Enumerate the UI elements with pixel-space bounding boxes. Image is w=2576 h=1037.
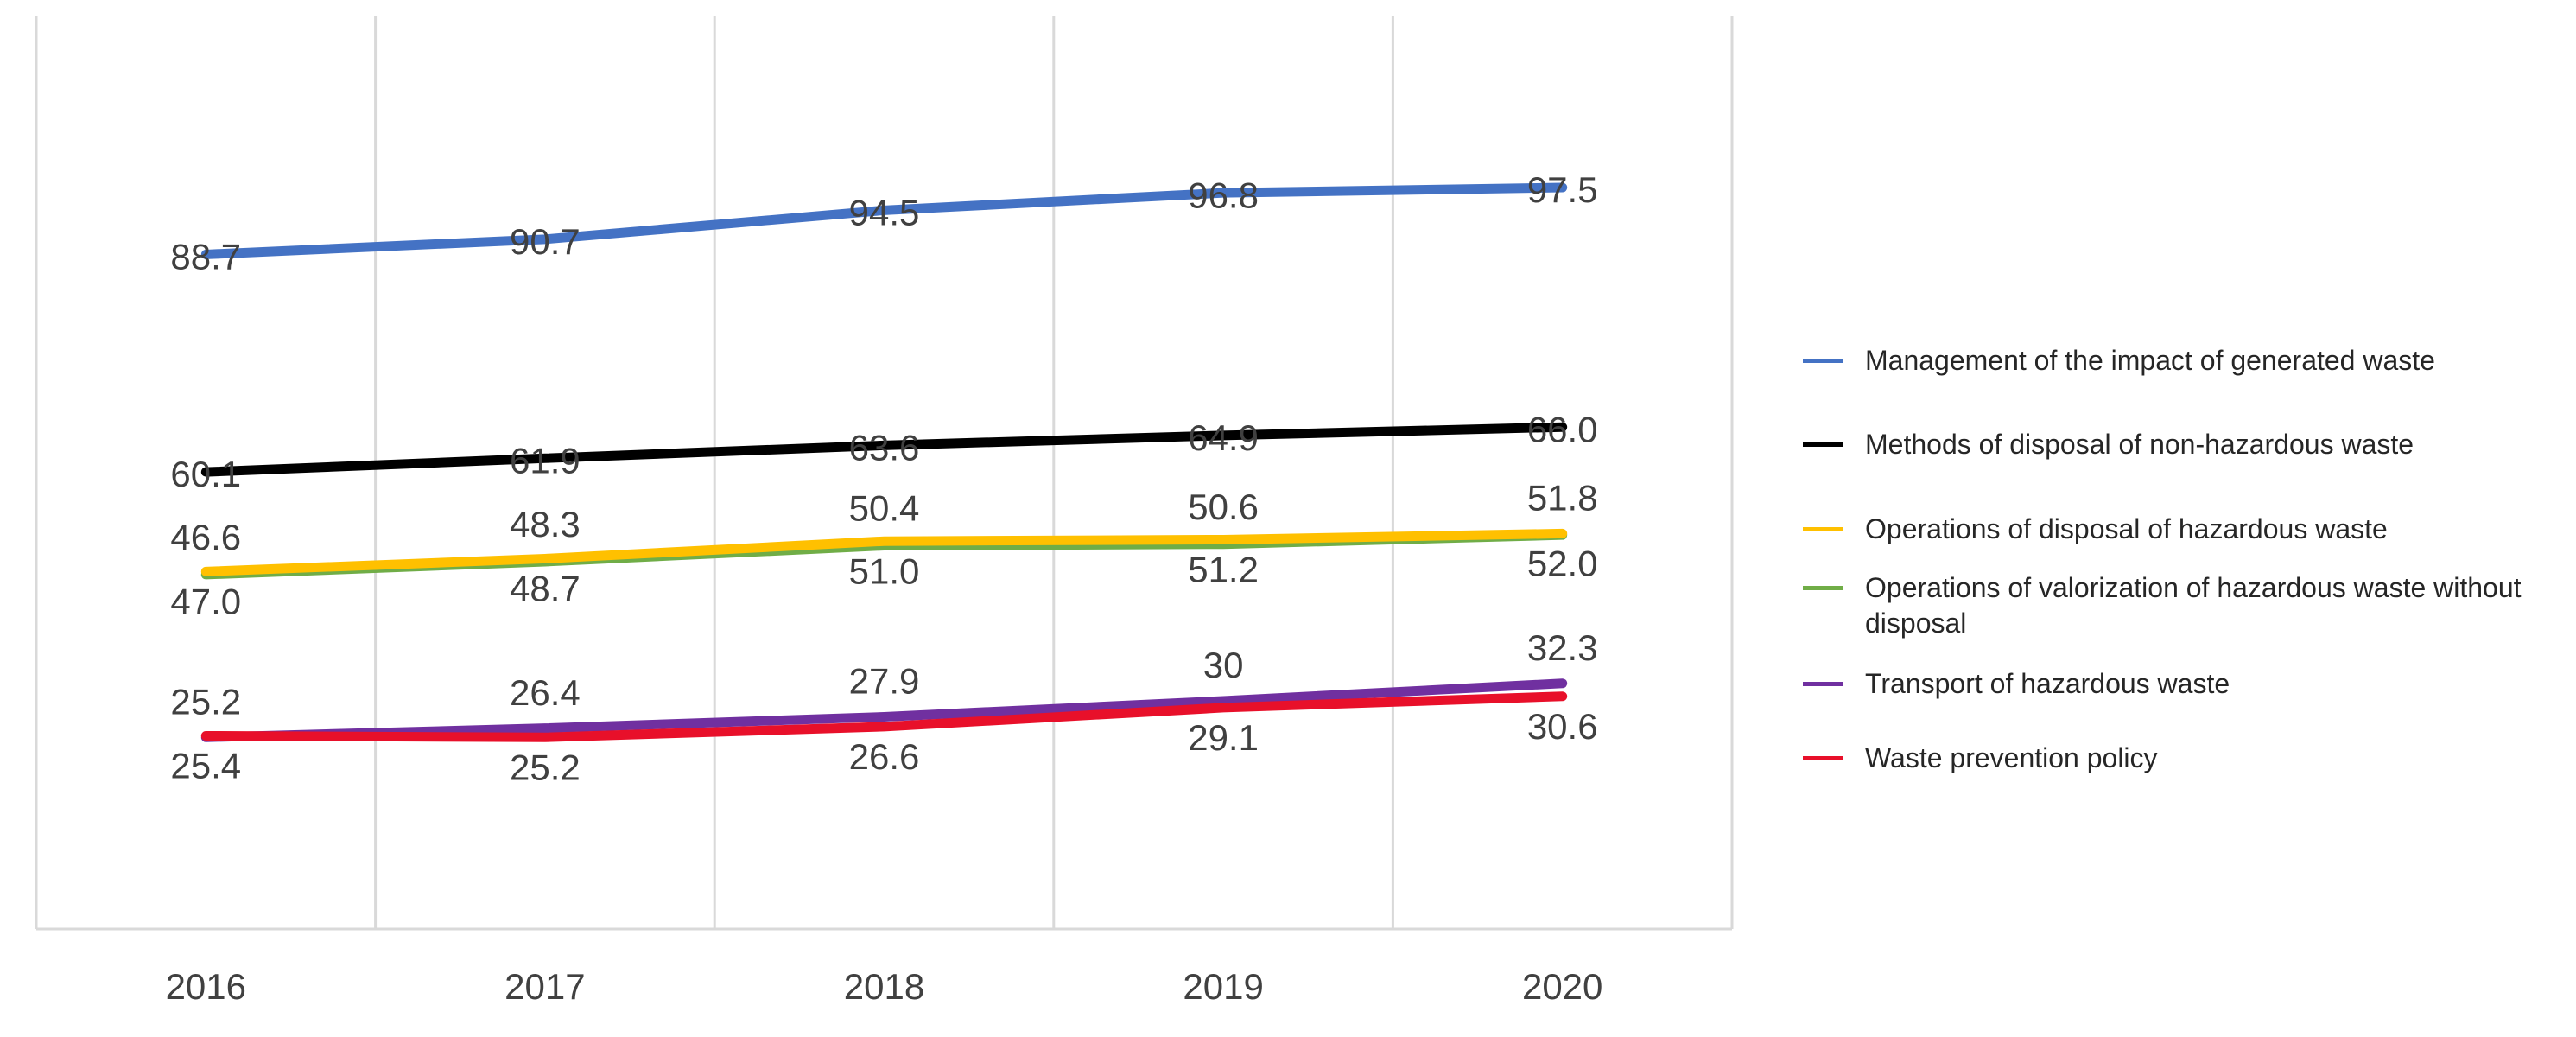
legend-item: Management of the impact of generated wa… [1803, 343, 2563, 379]
legend-swatch [1803, 359, 1843, 363]
series-line [200, 691, 1568, 742]
legend-label: Management of the impact of generated wa… [1865, 345, 2435, 376]
data-label: 61.9 [510, 440, 581, 480]
data-label: 46.6 [170, 517, 241, 557]
data-label: 52.0 [1527, 543, 1598, 583]
data-label: 90.7 [510, 221, 581, 262]
x-tick-label: 2020 [1522, 966, 1602, 1007]
data-label: 25.2 [170, 681, 241, 722]
legend-label: Operations of disposal of hazardous wast… [1865, 513, 2388, 544]
legend-item: Methods of disposal of non-hazardous was… [1803, 427, 2563, 462]
data-label: 25.2 [510, 747, 581, 787]
data-label: 30.6 [1527, 706, 1598, 747]
data-label: 32.3 [1527, 627, 1598, 668]
legend-label: Methods of disposal of non-hazardous was… [1865, 429, 2414, 460]
data-label: 97.5 [1527, 169, 1598, 210]
x-tick-label: 2017 [504, 966, 585, 1007]
x-tick-label: 2016 [166, 966, 246, 1007]
legend-item: Transport of hazardous waste [1803, 666, 2563, 702]
data-label: 50.6 [1188, 487, 1259, 527]
legend-swatch [1803, 442, 1843, 447]
data-label: 47.0 [170, 581, 241, 621]
x-tick-label: 2019 [1183, 966, 1263, 1007]
data-label: 27.9 [849, 661, 920, 702]
legend-item: Operations of disposal of hazardous wast… [1803, 512, 2563, 547]
data-label: 60.1 [170, 454, 241, 494]
data-label: 88.7 [170, 237, 241, 277]
legend-item: Waste prevention policy [1803, 741, 2563, 776]
legend-swatch [1803, 756, 1843, 760]
data-label: 29.1 [1188, 717, 1259, 758]
legend-label: Transport of hazardous waste [1865, 668, 2230, 699]
legend-swatch [1803, 586, 1843, 590]
data-label: 96.8 [1188, 175, 1259, 215]
series-line [200, 528, 1568, 576]
data-label: 63.6 [849, 427, 920, 468]
legend-label: Waste prevention policy [1865, 742, 2158, 773]
data-label: 26.6 [849, 736, 920, 777]
data-label: 50.4 [849, 488, 920, 529]
series-line [200, 422, 1568, 477]
x-tick-label: 2018 [844, 966, 924, 1007]
data-label: 64.9 [1188, 417, 1259, 458]
data-label: 48.7 [510, 569, 581, 609]
data-label: 94.5 [849, 192, 920, 232]
data-label: 66.0 [1527, 409, 1598, 449]
legend-swatch [1803, 527, 1843, 531]
data-label: 51.2 [1188, 550, 1259, 590]
data-label: 26.4 [510, 672, 581, 713]
data-label: 48.3 [510, 504, 581, 544]
data-label: 51.8 [1527, 477, 1598, 518]
series-line [200, 182, 1568, 259]
series-line [200, 678, 1568, 742]
data-label: 30 [1203, 645, 1244, 685]
data-label: 51.0 [849, 550, 920, 591]
legend-label: Operations of valorization of hazardous … [1865, 572, 2522, 639]
data-label: 25.4 [170, 746, 241, 786]
legend-swatch [1803, 682, 1843, 686]
legend-item: Operations of valorization of hazardous … [1803, 570, 2563, 641]
